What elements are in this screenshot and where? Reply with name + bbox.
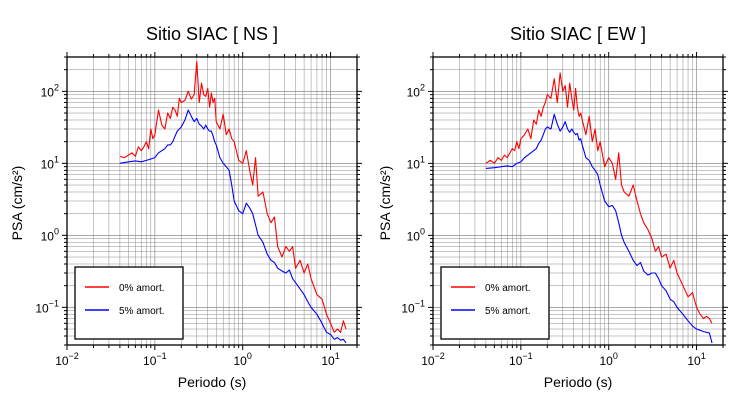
series-line-2 xyxy=(119,109,347,344)
chart-panel-1: 10−2 10−1 100 101 10−1 100 101 102 Sitio SIAC [ … xyxy=(9,24,362,390)
chart-title: Sitio SIAC [ NS ] xyxy=(146,24,278,44)
x-tick-label: 100 xyxy=(234,351,252,368)
y-tick-label: 102 xyxy=(407,82,425,99)
x-tick-label: 10−1 xyxy=(509,351,533,368)
x-tick-label: 10−2 xyxy=(55,351,79,368)
chart-title: Sitio SIAC [ EW ] xyxy=(510,24,646,44)
y-tick-label: 102 xyxy=(41,82,59,99)
legend: 0% amort. 5% amort. xyxy=(74,266,184,340)
x-tick-label: 10−1 xyxy=(143,351,167,368)
y-tick-label: 101 xyxy=(41,154,59,171)
y-tick-label: 10−1 xyxy=(35,298,59,315)
y-axis-label: PSA (cm/s²) xyxy=(9,166,25,241)
legend-box xyxy=(440,266,550,340)
y-tick-label: 100 xyxy=(41,226,59,243)
legend-label-2: 5% amort. xyxy=(485,306,531,317)
series-line-1 xyxy=(119,60,347,333)
legend-label-1: 0% amort. xyxy=(485,283,531,294)
x-tick-label: 100 xyxy=(600,351,618,368)
series-line-2 xyxy=(485,113,713,344)
grid xyxy=(66,56,358,346)
y-tick-label: 100 xyxy=(407,226,425,243)
x-tick-label: 101 xyxy=(687,351,705,368)
legend: 0% amort. 5% amort. xyxy=(440,266,550,340)
x-tick-label: 101 xyxy=(321,351,339,368)
legend-label-1: 0% amort. xyxy=(119,283,165,294)
x-axis-label: Periodo (s) xyxy=(544,374,612,390)
y-tick-label: 10−1 xyxy=(401,298,425,315)
series-line-1 xyxy=(485,72,713,324)
chart-panel-2: 10−2 10−1 100 101 10−1 100 101 102 Sitio SIAC [ … xyxy=(377,24,728,390)
y-tick-label: 101 xyxy=(407,154,425,171)
legend-box xyxy=(74,266,184,340)
x-tick-label: 10−2 xyxy=(421,351,445,368)
x-axis-label: Periodo (s) xyxy=(178,374,246,390)
legend-label-2: 5% amort. xyxy=(119,306,165,317)
series-group xyxy=(119,60,347,344)
series-group xyxy=(485,72,713,344)
y-axis-label: PSA (cm/s²) xyxy=(377,166,393,241)
